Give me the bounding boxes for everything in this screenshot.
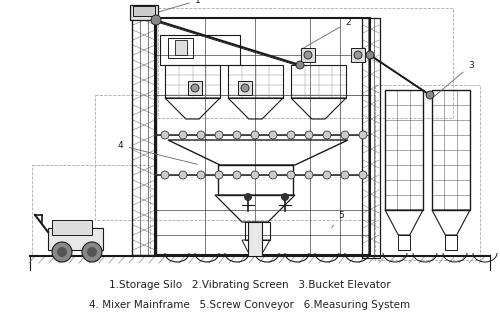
Circle shape	[179, 131, 187, 139]
Circle shape	[304, 51, 312, 59]
Circle shape	[215, 171, 223, 179]
Bar	[52, 220, 92, 235]
Bar	[398, 235, 409, 250]
Circle shape	[161, 171, 169, 179]
Bar	[165, 65, 220, 98]
Text: 2: 2	[302, 18, 350, 49]
Text: 4: 4	[118, 141, 198, 164]
Bar	[385, 90, 423, 210]
Bar	[32, 165, 150, 255]
Circle shape	[269, 131, 277, 139]
Circle shape	[296, 61, 304, 69]
Circle shape	[151, 15, 161, 25]
Circle shape	[82, 242, 102, 262]
Circle shape	[87, 247, 97, 257]
Circle shape	[197, 171, 205, 179]
Bar	[446, 235, 456, 250]
Circle shape	[244, 193, 252, 201]
Circle shape	[287, 131, 295, 139]
Circle shape	[281, 193, 289, 201]
Circle shape	[354, 51, 362, 59]
Circle shape	[241, 84, 249, 92]
Text: 5: 5	[332, 211, 344, 228]
Bar	[362, 18, 380, 258]
Bar	[301, 48, 315, 62]
Bar	[228, 65, 283, 98]
Circle shape	[57, 247, 67, 257]
Circle shape	[179, 171, 187, 179]
Circle shape	[426, 91, 434, 99]
Bar	[218, 165, 293, 195]
Circle shape	[323, 171, 331, 179]
Bar	[133, 6, 155, 16]
Circle shape	[341, 171, 349, 179]
Bar	[95, 95, 375, 220]
Circle shape	[251, 171, 259, 179]
Circle shape	[52, 242, 72, 262]
Bar	[245, 222, 270, 240]
Bar	[168, 38, 193, 58]
Circle shape	[341, 131, 349, 139]
Bar	[132, 10, 156, 255]
Bar	[188, 81, 202, 95]
Circle shape	[215, 131, 223, 139]
Circle shape	[305, 171, 313, 179]
Circle shape	[359, 171, 367, 179]
Circle shape	[305, 131, 313, 139]
Bar	[291, 65, 346, 98]
Circle shape	[269, 171, 277, 179]
Bar	[248, 222, 262, 256]
Bar	[158, 8, 453, 118]
Circle shape	[233, 131, 241, 139]
Text: 3: 3	[432, 61, 474, 98]
Text: 1: 1	[158, 0, 201, 12]
Text: 4. Mixer Mainframe   5.Screw Conveyor   6.Measuring System: 4. Mixer Mainframe 5.Screw Conveyor 6.Me…	[90, 300, 410, 310]
Bar	[432, 90, 470, 210]
Circle shape	[197, 131, 205, 139]
Circle shape	[359, 131, 367, 139]
Circle shape	[191, 84, 199, 92]
Circle shape	[251, 131, 259, 139]
Circle shape	[366, 51, 374, 59]
Bar	[175, 40, 187, 55]
Circle shape	[323, 131, 331, 139]
Bar	[375, 85, 480, 260]
Bar	[351, 48, 365, 62]
Bar	[160, 35, 240, 65]
Circle shape	[233, 171, 241, 179]
Circle shape	[287, 171, 295, 179]
Circle shape	[161, 131, 169, 139]
Bar	[130, 5, 158, 20]
Text: 1.Storage Silo   2.Vibrating Screen   3.Bucket Elevator: 1.Storage Silo 2.Vibrating Screen 3.Buck…	[109, 280, 391, 290]
Bar	[238, 81, 252, 95]
Bar	[155, 18, 370, 255]
Bar	[48, 228, 103, 250]
